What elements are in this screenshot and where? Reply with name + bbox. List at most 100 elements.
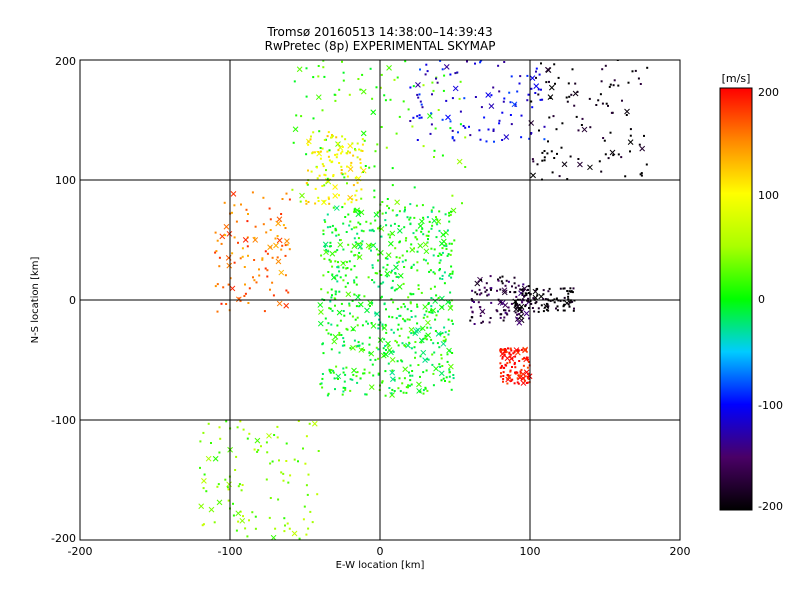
data-point xyxy=(271,460,274,463)
data-point xyxy=(499,350,502,353)
data-point xyxy=(343,340,345,343)
data-point xyxy=(452,374,455,376)
data-point xyxy=(355,226,358,229)
data-point xyxy=(372,244,375,246)
data-point xyxy=(382,327,385,330)
data-point xyxy=(418,114,421,117)
data-point xyxy=(214,251,217,254)
data-point xyxy=(319,150,322,153)
data-point xyxy=(323,75,326,78)
data-point xyxy=(479,138,482,141)
data-point xyxy=(372,230,375,233)
data-point xyxy=(368,229,371,232)
data-point xyxy=(520,309,523,312)
data-point xyxy=(262,196,265,199)
data-point xyxy=(566,178,569,181)
data-point xyxy=(426,358,429,361)
data-point-cross xyxy=(639,145,646,152)
data-point xyxy=(519,374,522,377)
data-point xyxy=(508,91,511,94)
data-point xyxy=(377,259,379,262)
data-point xyxy=(612,84,615,87)
data-point xyxy=(498,119,501,122)
data-point xyxy=(500,301,502,304)
data-point xyxy=(339,319,342,322)
data-point xyxy=(335,156,338,159)
data-point xyxy=(329,225,332,228)
data-point xyxy=(439,365,442,368)
data-point xyxy=(337,233,340,236)
data-point xyxy=(330,323,333,326)
data-point-cross xyxy=(446,347,452,354)
data-point xyxy=(447,318,450,321)
data-point xyxy=(580,124,583,126)
data-point xyxy=(374,312,377,315)
data-point xyxy=(371,302,374,304)
data-point xyxy=(361,240,364,243)
data-point xyxy=(508,309,511,312)
data-point xyxy=(535,70,537,73)
data-point xyxy=(324,317,327,320)
data-point xyxy=(243,295,246,297)
data-point xyxy=(349,164,352,167)
data-point xyxy=(357,294,360,297)
data-point xyxy=(415,204,418,207)
data-point xyxy=(342,386,345,389)
data-point xyxy=(409,379,412,382)
data-point xyxy=(240,489,243,492)
data-point xyxy=(510,302,513,305)
data-point-cross xyxy=(529,75,536,81)
data-point xyxy=(490,301,493,304)
data-point xyxy=(461,202,463,205)
data-point xyxy=(418,93,421,96)
data-point xyxy=(282,479,285,482)
data-point xyxy=(517,308,520,311)
data-point xyxy=(414,341,417,343)
data-point xyxy=(353,281,356,284)
x-ticks: -200 -100 0 100 200 xyxy=(68,545,691,558)
data-point xyxy=(519,372,522,375)
data-point xyxy=(597,99,600,102)
data-point xyxy=(340,152,342,155)
data-point xyxy=(571,68,574,71)
data-point-cross xyxy=(360,167,367,174)
data-point xyxy=(422,392,425,395)
data-point xyxy=(509,347,512,350)
data-point xyxy=(409,222,412,225)
data-point xyxy=(555,297,558,300)
data-point xyxy=(419,355,422,358)
data-point xyxy=(443,326,446,329)
data-point xyxy=(354,194,357,197)
data-point xyxy=(436,342,439,345)
data-point xyxy=(471,311,474,314)
data-point xyxy=(369,244,372,247)
data-point xyxy=(343,380,346,383)
data-point xyxy=(395,256,398,259)
data-point xyxy=(543,156,546,159)
data-point xyxy=(519,75,522,78)
data-point xyxy=(411,125,414,128)
data-point xyxy=(570,93,573,96)
data-point xyxy=(490,288,492,291)
data-point xyxy=(331,294,333,297)
data-point xyxy=(404,259,407,262)
data-point-cross xyxy=(577,161,583,168)
data-point xyxy=(357,255,360,258)
data-point xyxy=(346,267,349,269)
data-point-cross xyxy=(242,237,249,243)
data-point xyxy=(431,81,434,84)
data-point xyxy=(504,349,507,352)
data-point xyxy=(359,158,362,161)
data-point xyxy=(421,227,424,230)
data-point xyxy=(399,314,402,317)
data-point xyxy=(474,291,477,294)
data-point xyxy=(431,311,434,314)
data-point-cross xyxy=(284,238,290,244)
data-point xyxy=(497,278,499,281)
data-point-cross xyxy=(443,64,450,70)
data-point xyxy=(373,196,376,199)
data-point xyxy=(407,296,410,299)
data-point xyxy=(396,214,399,216)
data-point xyxy=(507,347,509,350)
data-point xyxy=(384,344,387,347)
